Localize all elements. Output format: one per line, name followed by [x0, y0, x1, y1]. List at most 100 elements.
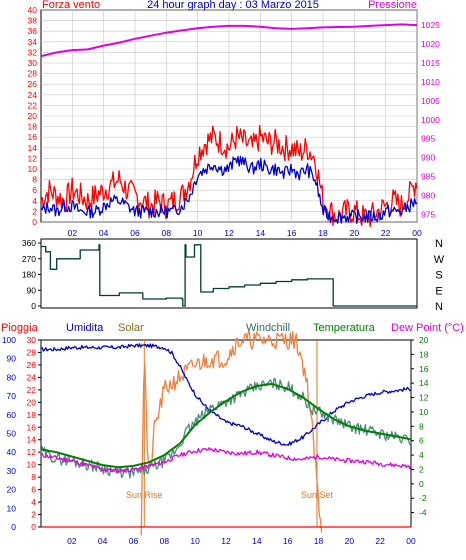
panel3-rain-tick: 20 [27, 397, 37, 407]
panel1-x-tick: 22 [381, 228, 391, 238]
panel1-right-tick: 1025 [421, 20, 440, 30]
panel3-x-tick: 22 [375, 536, 385, 546]
humidity-line [40, 343, 412, 446]
panel1-x-tick: 14 [256, 228, 266, 238]
panel3-temp-tick: 4 [419, 450, 424, 460]
panel3-humidity-tick: 0 [11, 522, 16, 532]
panel3-temp-tick: 16 [419, 364, 429, 374]
panel3-legend-item: Dew Point (°C) [391, 322, 464, 334]
panel3-x-tick: 20 [345, 536, 355, 546]
panel1-left-label: Forza vento [42, 0, 100, 11]
panel2-compass-label: N [435, 238, 443, 250]
panel3-rain-tick: 30 [27, 335, 37, 345]
panel1-right-tick: 1000 [421, 115, 440, 125]
panel3-humidity-tick: 30 [7, 466, 17, 476]
panel3-humidity-tick: 50 [7, 429, 17, 439]
panel1-left-tick: 14 [28, 143, 38, 153]
panel1-x-tick: 16 [287, 228, 297, 238]
panel3-rain-tick: 28 [27, 347, 37, 357]
panel3-temp-tick: 6 [419, 436, 424, 446]
panel3-temp-tick: 12 [419, 393, 429, 403]
panel1-right-tick: 980 [421, 191, 435, 201]
panel1-x-tick: 18 [318, 228, 328, 238]
panel1-left-tick: 40 [28, 5, 38, 15]
panel3-humidity-tick: 10 [7, 503, 17, 513]
panel3-x-tick: 10 [190, 536, 200, 546]
panel1-left-tick: 20 [28, 111, 38, 121]
panel3-rain-tick: 12 [27, 447, 37, 457]
panel1-left-tick: 32 [28, 47, 38, 57]
panel3-x-tick: 12 [221, 536, 231, 546]
panel3-humidity-tick: 80 [7, 372, 17, 382]
panel3-rain-tick: 4 [31, 497, 36, 507]
panel3-x-tick: 14 [252, 536, 262, 546]
chart-title: 24 hour graph day : 03 Marzo 2015 [147, 0, 319, 11]
panel1-left-tick: 34 [28, 37, 38, 47]
panel1-right-tick: 1015 [421, 58, 440, 68]
panel2-compass-label: E [435, 285, 442, 297]
panel1-left-tick: 16 [28, 132, 38, 142]
panel1-left-tick: 8 [32, 175, 37, 185]
temperature-line [40, 382, 412, 469]
panel3-rain-tick: 22 [27, 385, 37, 395]
panel3-humidity-tick: 60 [7, 410, 17, 420]
panel3-rain-tick: 10 [27, 460, 37, 470]
panel2-compass-label: W [434, 254, 445, 266]
panel3-x-tick: 04 [98, 536, 108, 546]
panel1-x-tick: 02 [68, 228, 78, 238]
panel3-humidity-tick: 70 [7, 391, 17, 401]
panel3-rain-tick: 14 [27, 435, 37, 445]
panel3-x-tick: 08 [160, 536, 170, 546]
panel3-legend-item: Windchill [246, 322, 290, 334]
panel1-left-tick: 18 [28, 122, 38, 132]
panel1-left-tick: 22 [28, 100, 38, 110]
panel3-x-tick: 02 [67, 536, 77, 546]
panel3-legend-item: Umidita [66, 322, 104, 334]
sun-marker-label: Sun Set [301, 490, 334, 500]
panel3-temp-tick: -4 [419, 508, 427, 518]
panel1-left-tick: 36 [28, 26, 38, 36]
panel3-x-tick: 06 [129, 536, 139, 546]
panel3-rain-tick: 24 [27, 372, 37, 382]
panel3-temp-tick: 14 [419, 378, 429, 388]
panel3-rain-tick: 18 [27, 410, 37, 420]
panel3-x-tick: 00 [406, 536, 416, 546]
panel3-rain-tick: 26 [27, 360, 37, 370]
panel1-right-tick: 990 [421, 153, 435, 163]
panel1-left-tick: 10 [28, 164, 38, 174]
panel3-temp-tick: 0 [419, 479, 424, 489]
panel1-left-tick: 30 [28, 58, 38, 68]
panel1-right-label: Pressione [368, 0, 417, 11]
panel3-x-tick: 16 [283, 536, 293, 546]
panel1-x-tick: 04 [99, 228, 109, 238]
panel1-left-tick: 4 [32, 196, 37, 206]
panel3-humidity-tick: 40 [7, 447, 17, 457]
panel2-left-tick: 0 [31, 301, 36, 311]
panel2-compass-label: S [435, 270, 442, 282]
panel2-frame [40, 238, 418, 309]
panel3-temp-tick: 8 [419, 421, 424, 431]
panel1-left-tick: 12 [28, 153, 38, 163]
panel3-temp-tick: 10 [419, 407, 429, 417]
panel3-temp-tick: 2 [419, 464, 424, 474]
panel1-right-tick: 1020 [421, 39, 440, 49]
panel3-legend-item: Solar [118, 322, 144, 334]
wind-average-line [40, 155, 418, 224]
panel3-humidity-tick: 20 [7, 485, 17, 495]
panel1-x-tick: 00 [412, 228, 422, 238]
panel3-x-tick: 18 [314, 536, 324, 546]
solar-line [140, 330, 323, 536]
panel1-right-tick: 975 [421, 209, 435, 219]
panel3-temp-tick: 18 [419, 349, 429, 359]
panel1-right-tick: 1010 [421, 77, 440, 87]
panel3-legend-item: Pioggia [1, 322, 39, 334]
windchill-line [40, 377, 412, 479]
panel2-left-tick: 360 [22, 238, 36, 248]
panel1-left-tick: 28 [28, 69, 38, 79]
panel1-right-tick: 1005 [421, 96, 440, 106]
panel1-x-tick: 20 [350, 228, 360, 238]
panel1-x-tick: 12 [224, 228, 234, 238]
panel3-rain-tick: 0 [31, 522, 36, 532]
